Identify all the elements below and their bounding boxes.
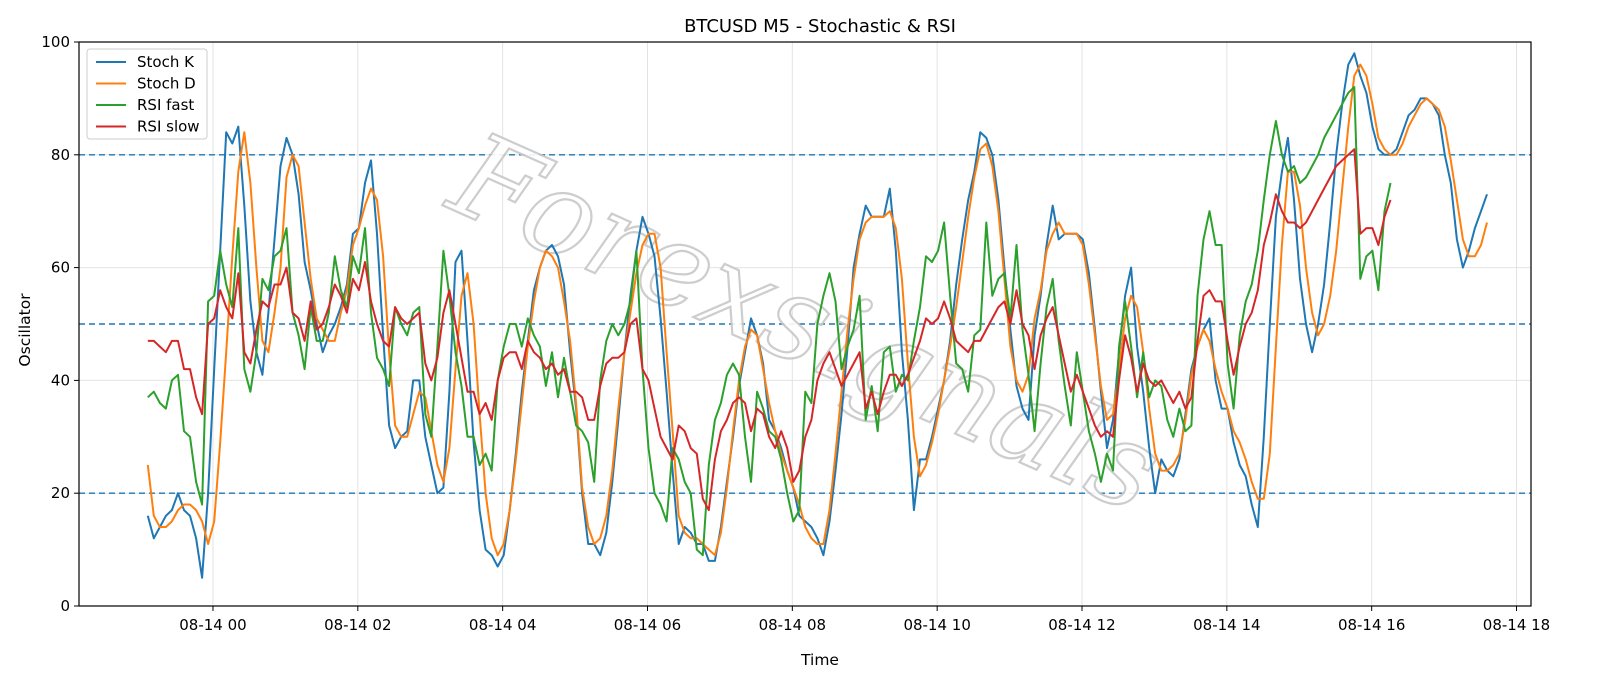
y-tick-label: 0 [60,597,70,615]
legend-label-rsi-fast: RSI fast [137,96,194,114]
legend: Stoch K Stoch D RSI fast RSI slow [86,48,208,140]
legend-label-stoch-k: Stoch K [137,53,195,71]
y-tick-label: 60 [51,259,70,277]
series-line-rsi-slow [147,148,1392,512]
y-tick-label: 20 [51,484,70,502]
x-tick-label: 08-14 12 [1048,616,1115,634]
y-tick-label: 100 [41,33,70,51]
legend-label-rsi-slow: RSI slow [137,118,200,136]
y-axis-title: Oscillator [16,293,34,367]
x-tick-label: 08-14 06 [614,616,681,634]
y-axis-ticks: 0 20 40 60 80 100 [41,33,79,615]
series-lines [146,52,1488,579]
plot-frame [78,41,1532,607]
y-tick-label: 80 [51,146,70,164]
series-line-rsi-fast [147,86,1392,557]
x-tick-label: 08-14 00 [179,616,246,634]
series-line-stoch-d [146,63,1488,557]
x-tick-label: 08-14 10 [903,616,970,634]
legend-label-stoch-d: Stoch D [137,75,196,93]
x-tick-label: 08-14 18 [1483,616,1550,634]
x-axis-ticks: 08-14 00 08-14 02 08-14 04 08-14 06 08-14 08… [179,606,1550,634]
x-tick-label: 08-14 04 [469,616,536,634]
y-tick-label: 40 [51,371,70,389]
x-tick-label: 08-14 08 [759,616,826,634]
chart-title: BTCUSD M5 - Stochastic & RSI [684,16,956,37]
x-tick-label: 08-14 16 [1338,616,1405,634]
legend-items: Stoch K Stoch D RSI fast RSI slow [96,53,200,136]
x-tick-label: 08-14 02 [324,616,391,634]
series-line-stoch-k [146,52,1488,579]
legend-box [86,48,208,140]
x-axis-title: Time [800,651,839,669]
x-tick-label: 08-14 14 [1193,616,1260,634]
